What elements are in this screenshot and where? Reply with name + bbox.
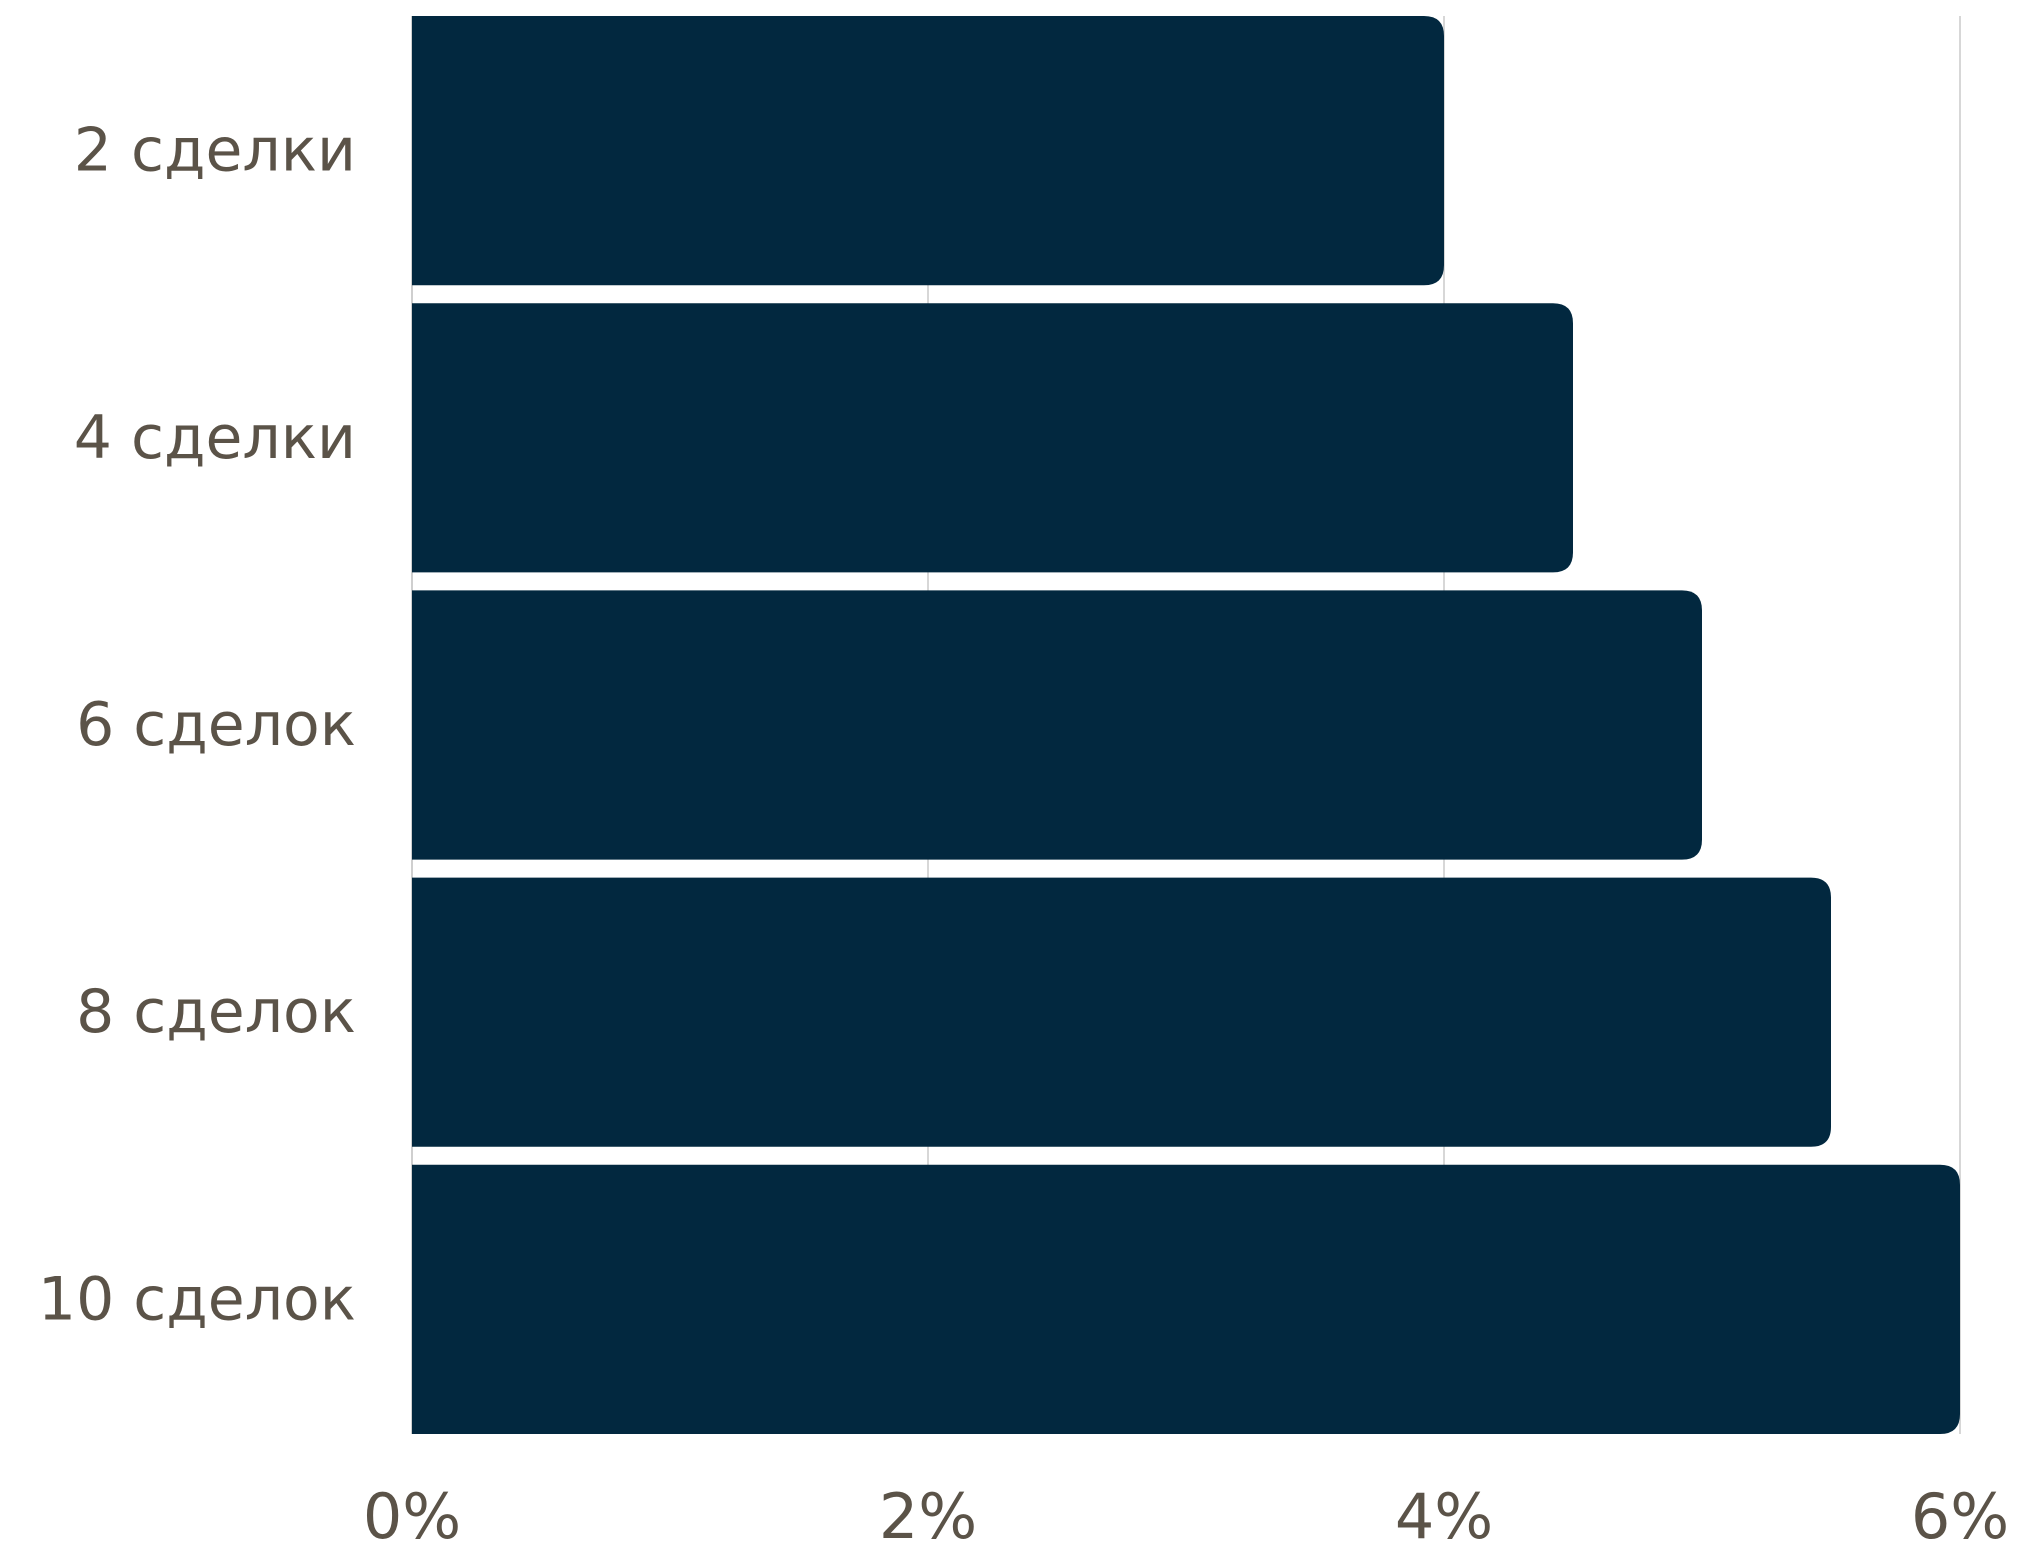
category-labels: 2 сделки 4 сделки 6 сделок 8 сделок 10 сдело… [38, 116, 356, 1335]
x-tick-label: 4% [1395, 1480, 1493, 1543]
x-tick-label: 2% [879, 1480, 977, 1543]
category-label: 2 сделки [74, 116, 356, 186]
category-label: 8 сделок [76, 977, 356, 1047]
bar-2 [412, 303, 1573, 573]
x-axis-tick-labels: 0% 2% 4% 6% [363, 1480, 2009, 1543]
bar-5 [412, 1164, 1960, 1434]
bar-1 [412, 16, 1444, 286]
category-label: 10 сделок [38, 1264, 356, 1334]
bar-3 [412, 590, 1702, 860]
bar-4 [412, 877, 1831, 1147]
bar-layer [412, 16, 1960, 1434]
x-tick-label: 6% [1911, 1480, 2009, 1543]
x-tick-label: 0% [363, 1480, 461, 1543]
category-label: 6 сделок [76, 690, 356, 760]
category-label: 4 сделки [74, 403, 356, 473]
